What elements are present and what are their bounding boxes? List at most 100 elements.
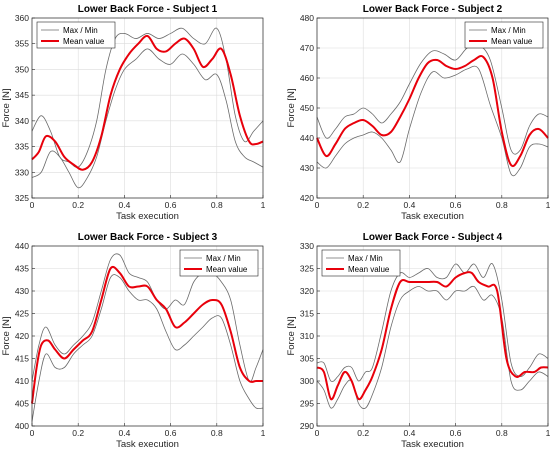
min-line: [316, 65, 549, 177]
x-tick-label: 0.2: [357, 200, 369, 210]
axes-frame: [31, 245, 264, 427]
x-tick-label: 0.4: [118, 428, 130, 438]
y-tick-label: 410: [15, 376, 29, 386]
y-tick-label: 350: [15, 64, 29, 74]
x-tick-label: 0.4: [403, 428, 415, 438]
legend-label: Max / Min: [491, 26, 526, 35]
axes-frame: [31, 17, 264, 199]
legend: Max / Min Mean value: [179, 249, 259, 277]
y-tick-label: 480: [300, 13, 314, 23]
legend-box: [36, 21, 116, 49]
x-tick-label: 1: [261, 200, 266, 210]
legend: Max / Min Mean value: [464, 21, 544, 49]
mean-value-line: [31, 34, 264, 171]
chart-title: Lower Back Force - Subject 3: [78, 232, 218, 243]
y-tick-label: 420: [300, 193, 314, 203]
x-axis-label: Task execution: [116, 211, 179, 222]
max-line: [316, 43, 549, 155]
legend-label: Mean value: [63, 37, 105, 46]
max-line: [31, 253, 264, 383]
y-tick-label: 400: [15, 421, 29, 431]
x-tick-label: 0.2: [72, 200, 84, 210]
x-tick-label: 0: [315, 428, 320, 438]
chart-title: Lower Back Force - Subject 4: [363, 232, 503, 243]
x-axis-label: Task execution: [401, 439, 464, 450]
y-tick-label: 320: [300, 286, 314, 296]
legend-label: Mean value: [491, 37, 533, 46]
y-tick-label: 460: [300, 73, 314, 83]
x-tick-label: 0.6: [450, 428, 462, 438]
legend-label: Mean value: [348, 265, 390, 274]
y-tick-label: 405: [15, 399, 29, 409]
legend: Max / Min Mean value: [36, 21, 116, 49]
y-tick-label: 425: [15, 309, 29, 319]
x-tick-label: 0.6: [450, 200, 462, 210]
legend-label: Mean value: [206, 265, 248, 274]
y-axis-label: Force [N]: [286, 88, 297, 127]
x-tick-label: 0.8: [211, 200, 223, 210]
legend-box: [179, 249, 259, 277]
x-tick-label: 1: [546, 200, 550, 210]
legend-box: [321, 249, 401, 277]
y-tick-label: 440: [300, 133, 314, 143]
mean-value-line: [316, 55, 549, 167]
y-tick-label: 300: [300, 376, 314, 386]
y-tick-label: 325: [15, 193, 29, 203]
chart-panel-1: 0 0.2 0.4 0.6 0.8 1 325 330 335 340 345 350 355 360 Lo…: [1, 4, 266, 222]
legend: Max / Min Mean value: [321, 249, 401, 277]
y-tick-label: 295: [300, 399, 314, 409]
legend-box: [464, 21, 544, 49]
y-tick-label: 420: [15, 331, 29, 341]
max-line: [316, 263, 549, 382]
chart-title: Lower Back Force - Subject 2: [363, 4, 503, 15]
y-tick-label: 330: [15, 167, 29, 177]
y-axis-label: Force [N]: [1, 88, 12, 127]
x-tick-label: 0.8: [496, 428, 508, 438]
x-tick-label: 0.2: [357, 428, 369, 438]
mean-value-line: [316, 271, 549, 401]
y-tick-label: 325: [300, 264, 314, 274]
y-tick-label: 450: [300, 103, 314, 113]
y-tick-label: 415: [15, 354, 29, 364]
y-tick-label: 470: [300, 43, 314, 53]
x-tick-label: 0: [30, 200, 35, 210]
y-tick-label: 290: [300, 421, 314, 431]
x-tick-label: 0.6: [165, 428, 177, 438]
min-line: [316, 285, 549, 409]
chart-title: Lower Back Force - Subject 1: [78, 4, 218, 15]
y-tick-label: 430: [15, 286, 29, 296]
x-tick-label: 0.6: [165, 200, 177, 210]
y-tick-label: 360: [15, 13, 29, 23]
x-axis-label: Task execution: [401, 211, 464, 222]
y-tick-label: 330: [300, 241, 314, 251]
x-tick-label: 0: [30, 428, 35, 438]
x-tick-label: 0.2: [72, 428, 84, 438]
chart-panel-3: 0 0.2 0.4 0.6 0.8 1 400 405 410 415 420 425 430 435 44…: [1, 232, 266, 450]
y-tick-label: 305: [300, 354, 314, 364]
axes-frame: [316, 17, 549, 199]
legend-label: Max / Min: [206, 254, 241, 263]
y-tick-label: 335: [15, 142, 29, 152]
y-tick-label: 435: [15, 264, 29, 274]
min-line: [31, 48, 264, 189]
y-tick-label: 440: [15, 241, 29, 251]
x-tick-label: 0.8: [211, 428, 223, 438]
min-line: [31, 274, 264, 422]
y-tick-label: 310: [300, 331, 314, 341]
y-tick-label: 430: [300, 163, 314, 173]
chart-panel-4: 0 0.2 0.4 0.6 0.8 1 290 295 300 305 310 315 320 325 33…: [286, 232, 550, 450]
y-axis-label: Force [N]: [1, 316, 12, 355]
x-tick-label: 0: [315, 200, 320, 210]
mean-value-line: [31, 265, 263, 404]
x-tick-label: 0.4: [403, 200, 415, 210]
x-tick-label: 0.4: [118, 200, 130, 210]
x-tick-label: 0.8: [496, 200, 508, 210]
y-tick-label: 315: [300, 309, 314, 319]
legend-label: Max / Min: [63, 26, 98, 35]
x-tick-label: 1: [546, 428, 550, 438]
x-tick-label: 1: [261, 428, 266, 438]
y-tick-label: 355: [15, 39, 29, 49]
x-axis-label: Task execution: [116, 439, 179, 450]
y-tick-label: 345: [15, 90, 29, 100]
